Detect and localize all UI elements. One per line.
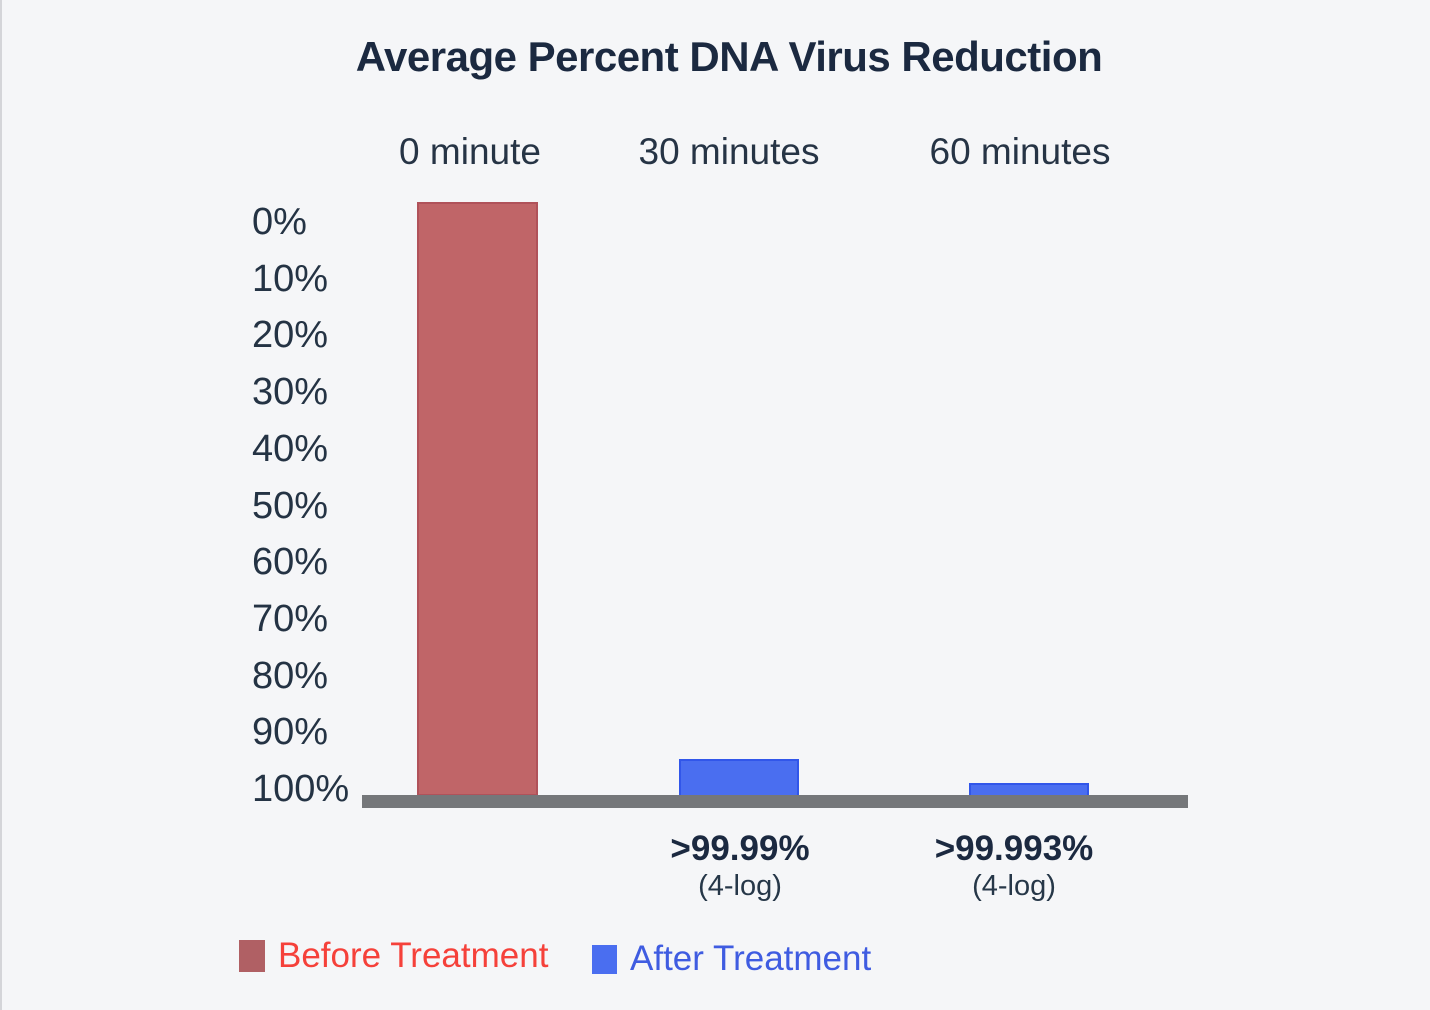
value-label-60-minutes: >99.993% [934,829,1094,868]
chart-title: Average Percent DNA Virus Reduction [355,33,1103,80]
y-axis-tick-100: 100% [252,768,350,810]
y-axis-tick-90: 90% [252,711,329,753]
y-axis-tick-70: 70% [252,598,329,640]
column-header-60-minutes: 60 minutes [929,131,1111,172]
column-header-30-minutes: 30 minutes [638,131,820,172]
y-axis-tick-10: 10% [252,258,329,300]
y-axis-tick-20: 20% [252,314,329,356]
y-axis-tick-30: 30% [252,371,329,413]
value-sublabel-60-minutes: (4-log) [972,870,1056,902]
legend-swatch-before-treatment [239,940,265,972]
y-axis-tick-80: 80% [252,655,329,697]
value-label-30-minutes: >99.99% [670,829,810,868]
legend-label-after-treatment: After Treatment [630,939,872,978]
legend-item-before-treatment: Before Treatment [239,936,548,976]
y-axis-tick-0: 0% [252,201,307,243]
bar-before-treatment-0-minute [417,202,538,796]
legend-label-before-treatment: Before Treatment [278,936,549,975]
legend-swatch-after-treatment [592,944,617,974]
value-annotation-30-minutes: >99.99% (4-log) [670,830,809,903]
y-axis-tick-40: 40% [252,428,329,470]
value-sublabel-30-minutes: (4-log) [698,870,782,902]
legend-item-after-treatment: After Treatment [592,939,871,979]
column-header-0-minute: 0 minute [399,131,541,172]
y-axis-tick-50: 50% [252,485,329,527]
value-annotation-60-minutes: >99.993% (4-log) [935,830,1094,903]
y-axis-tick-60: 60% [252,541,329,583]
x-axis-baseline [362,795,1188,808]
bar-after-treatment-30-minutes [679,759,799,797]
